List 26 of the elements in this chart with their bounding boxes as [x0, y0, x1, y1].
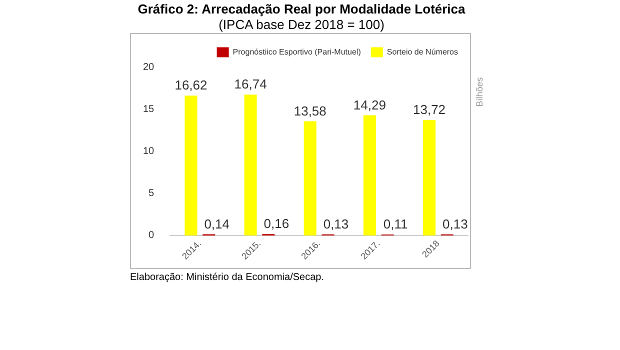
y-axis-title: Bilhões	[474, 76, 484, 107]
y-tick-label: 0	[148, 230, 155, 242]
data-label: 16,74	[234, 76, 267, 92]
bar	[363, 115, 376, 236]
text: Elaboração: Ministério da Economia/Secap.	[130, 272, 324, 283]
data-label: 16,62	[174, 78, 208, 93]
bar	[184, 96, 198, 236]
chart-title: Gráfico 2: Arrecadação Real por Modalidade Lotérica	[138, 1, 466, 16]
bar	[244, 94, 257, 236]
data-label: 0,14	[204, 216, 230, 232]
chart-subtitle: (IPCA base Dez 2018 = 100)	[218, 16, 384, 32]
y-tick-label: 5	[148, 188, 155, 200]
data-label: 0,13	[442, 216, 468, 232]
bar	[304, 121, 316, 236]
data-label: 0,13	[323, 216, 349, 232]
y-tick-label: 20	[143, 62, 155, 73]
y-tick-label: 10	[143, 146, 155, 158]
data-label: 0,16	[264, 216, 290, 232]
data-label: 0,11	[383, 216, 408, 232]
legend-label: Sorteio de Números	[386, 47, 458, 56]
data-label: 13,72	[413, 102, 446, 118]
data-label: 14,29	[353, 97, 386, 112]
bar	[423, 120, 436, 236]
legend-label: Prognóstiico Esportivo (Pari-Mutuel)	[232, 47, 362, 56]
data-label: 13,58	[294, 103, 326, 118]
y-tick-label: 15	[143, 104, 155, 116]
